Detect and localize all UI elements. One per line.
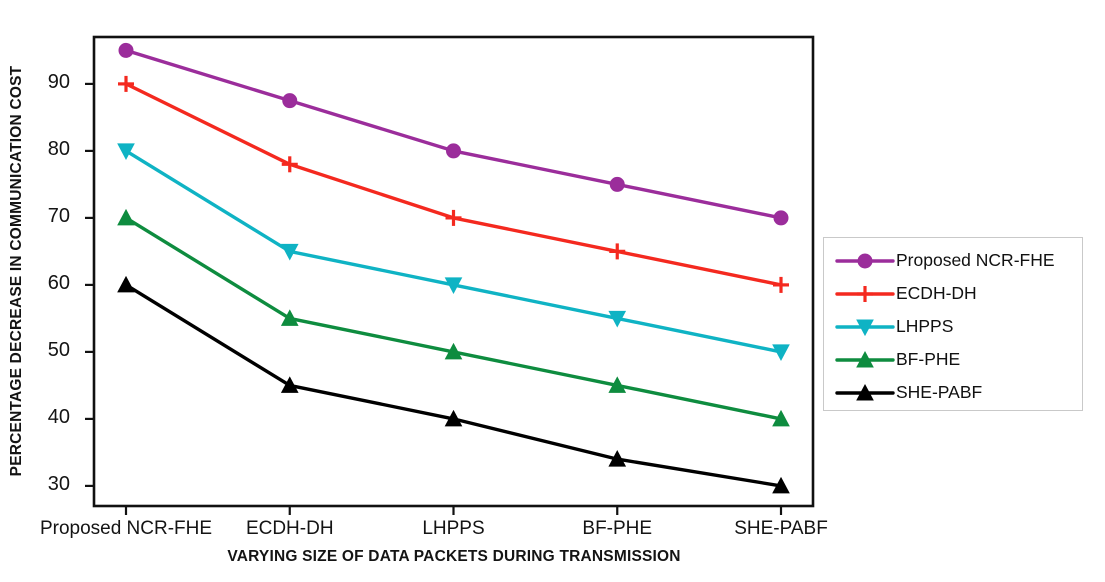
- data-point-triangle-up: [280, 309, 299, 326]
- legend-marker-icon: [834, 281, 896, 307]
- data-point-triangle-up: [772, 409, 790, 427]
- x-tick-label: ECDH-DH: [245, 518, 334, 539]
- series-line-bf-phe: [124, 216, 783, 421]
- data-point-circle: [857, 253, 873, 268]
- data-point-circle: [118, 42, 134, 58]
- y-tick-label: 40: [47, 405, 70, 428]
- legend-item[interactable]: LHPPS: [824, 310, 1082, 343]
- legend-item[interactable]: ECDH-DH: [824, 277, 1082, 310]
- data-point-triangle-up: [772, 476, 790, 494]
- x-axis-title: VARYING SIZE OF DATA PACKETS DURING TRAN…: [227, 548, 681, 565]
- data-point-plus: [445, 209, 462, 226]
- x-tick-label: BF-PHE: [582, 518, 653, 539]
- data-point-triangle-up: [117, 275, 135, 293]
- x-tick-label: SHE-PABF: [734, 518, 828, 539]
- data-point-triangle-down: [117, 143, 135, 160]
- legend-marker-icon: [834, 314, 896, 340]
- data-point-triangle-down: [856, 319, 874, 336]
- y-tick-label: 30: [47, 472, 70, 495]
- data-point-plus: [609, 243, 626, 260]
- y-tick-label: 60: [47, 271, 70, 294]
- y-tick-label: 80: [47, 137, 70, 160]
- legend-item[interactable]: BF-PHE: [824, 343, 1082, 376]
- data-point-triangle-down: [772, 344, 790, 361]
- legend-item-label: Proposed NCR-FHE: [896, 250, 1055, 270]
- data-point-triangle-up: [608, 450, 627, 467]
- legend-item[interactable]: Proposed NCR-FHE: [824, 244, 1082, 277]
- series-line-lhpps: [124, 149, 783, 354]
- legend-item-label: LHPPS: [896, 316, 954, 336]
- data-point-triangle-up: [856, 383, 874, 400]
- data-point-plus: [773, 276, 789, 293]
- y-tick-label: 90: [47, 70, 70, 93]
- data-point-circle: [282, 93, 298, 109]
- x-tick-label: LHPPS: [422, 518, 485, 539]
- series-line-ecdh-dh: [124, 82, 783, 287]
- y-tick-label: 70: [47, 204, 70, 227]
- data-point-triangle-up: [856, 350, 874, 367]
- series-line-she-pabf: [124, 283, 783, 488]
- data-point-plus: [118, 75, 134, 92]
- data-point-plus: [857, 285, 873, 302]
- x-tick-label: Proposed NCR-FHE: [39, 518, 213, 539]
- data-point-triangle-down: [444, 277, 463, 294]
- legend-item-label: SHE-PABF: [896, 382, 983, 402]
- legend-marker-icon: [834, 380, 896, 406]
- legend-item-label: BF-PHE: [896, 349, 961, 369]
- data-point-circle: [609, 176, 625, 192]
- data-point-triangle-up: [280, 376, 299, 393]
- y-tick-label: 50: [47, 338, 70, 361]
- data-point-triangle-up: [608, 376, 627, 393]
- legend-item-label: ECDH-DH: [896, 283, 977, 303]
- chart-legend: Proposed NCR-FHE ECDH-DH LHPPS BF-PHE SHE-PA…: [823, 237, 1083, 411]
- data-point-triangle-down: [280, 243, 299, 261]
- data-point-circle: [446, 143, 461, 159]
- data-point-triangle-up: [444, 409, 463, 427]
- data-point-plus: [281, 156, 298, 173]
- legend-item[interactable]: SHE-PABF: [824, 376, 1082, 409]
- plot-frame: [92, 35, 815, 508]
- data-point-triangle-down: [608, 310, 627, 328]
- data-point-triangle-up: [117, 208, 135, 226]
- legend-marker-icon: [834, 248, 896, 274]
- series-line-proposed-ncr-fhe: [124, 48, 783, 220]
- data-point-triangle-up: [444, 342, 463, 360]
- legend-marker-icon: [834, 347, 896, 373]
- data-point-circle: [773, 210, 789, 226]
